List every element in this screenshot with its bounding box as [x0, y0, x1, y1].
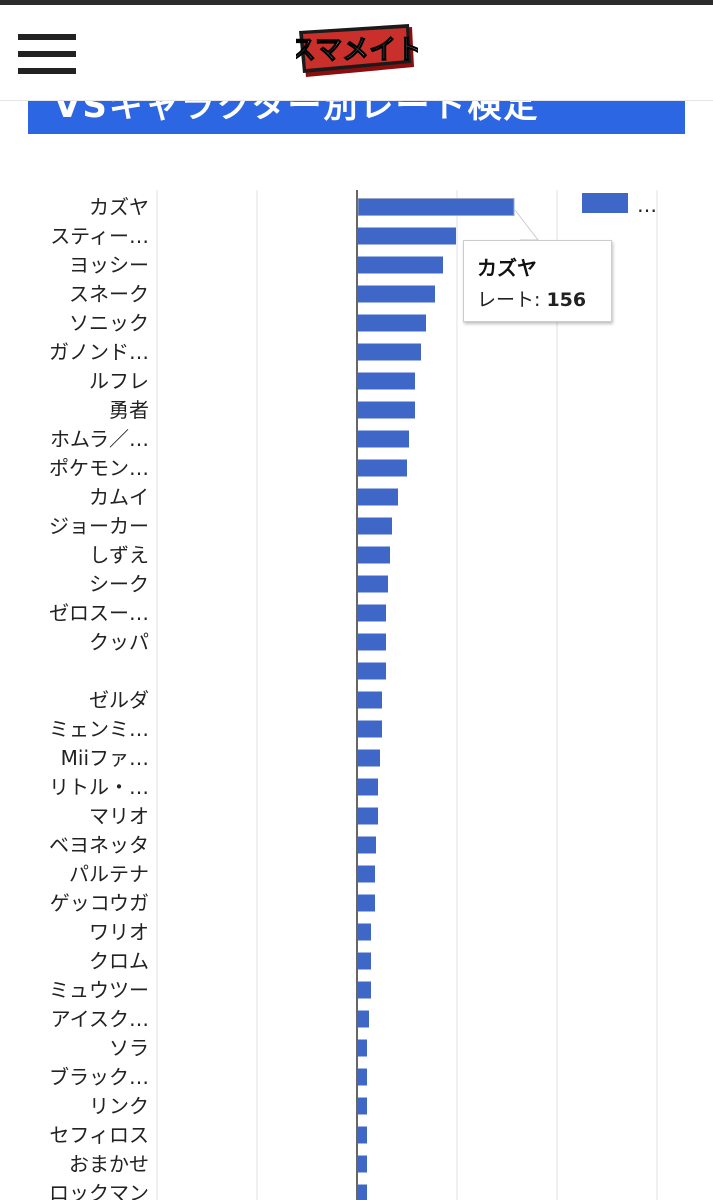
bar-17[interactable]	[358, 691, 382, 709]
bar-22[interactable]	[358, 836, 376, 854]
category-label: スネーク	[69, 282, 149, 306]
chart-grid	[156, 190, 658, 1200]
tooltip-label: レート:	[477, 289, 547, 311]
bar-32[interactable]	[358, 1126, 367, 1144]
bar-15[interactable]	[358, 633, 386, 651]
site-header: スマメイト	[0, 5, 713, 101]
legend-label[interactable]: …	[637, 193, 657, 217]
bar-19[interactable]	[358, 749, 380, 767]
category-label: リトル・…	[49, 775, 149, 799]
category-label: マリオ	[89, 804, 149, 828]
category-label: セフィロス	[49, 1123, 149, 1147]
bar-13[interactable]	[358, 575, 388, 593]
category-label: ミェンミ…	[49, 717, 149, 741]
category-label: ゼルダ	[89, 688, 149, 712]
bar-29[interactable]	[358, 1039, 367, 1057]
section-banner: VSキャラクター別レート検定	[28, 100, 685, 134]
category-label: ゲッコウガ	[50, 891, 149, 915]
category-label: ポケモン…	[49, 456, 149, 480]
bar-1[interactable]	[358, 227, 456, 245]
category-label: ルフレ	[89, 369, 149, 393]
category-label: スティー…	[50, 224, 149, 248]
site-logo[interactable]: スマメイト	[296, 23, 418, 83]
tooltip-title: カズヤ	[477, 256, 537, 280]
category-label: おまかせ	[69, 1152, 149, 1176]
bar-8[interactable]	[358, 430, 409, 448]
bar-tooltip: カズヤ レート: 156	[463, 240, 612, 322]
category-label: ガノンド…	[49, 340, 149, 364]
bar-28[interactable]	[358, 1010, 369, 1028]
hamburger-menu-icon[interactable]	[18, 34, 76, 74]
category-label: クロム	[89, 949, 149, 973]
bar-20[interactable]	[358, 778, 378, 796]
category-label: ゼロスー…	[49, 601, 149, 625]
bar-26[interactable]	[358, 952, 371, 970]
bar-34[interactable]	[358, 1184, 367, 1200]
tooltip-row: レート: 156	[477, 285, 586, 312]
bar-12[interactable]	[358, 546, 390, 564]
bar-30[interactable]	[358, 1068, 367, 1086]
banner-title: VSキャラクター別レート検定	[54, 100, 540, 126]
category-label: ベヨネッタ	[49, 833, 149, 857]
category-label: ヨッシー	[69, 253, 149, 277]
category-label: ジョーカー	[49, 514, 149, 538]
category-label: ブラック…	[49, 1065, 149, 1089]
category-label: パルテナ	[69, 862, 149, 886]
bar-31[interactable]	[358, 1097, 367, 1115]
category-label: 勇者	[109, 398, 149, 422]
category-label: しずえ	[89, 543, 149, 567]
bar-7[interactable]	[358, 401, 415, 419]
bar-10[interactable]	[358, 488, 398, 506]
category-label: ホムラ／…	[50, 427, 149, 451]
bar-2[interactable]	[358, 256, 443, 274]
bar-24[interactable]	[358, 894, 375, 912]
category-label: ソラ	[109, 1036, 149, 1060]
bar-9[interactable]	[358, 459, 407, 477]
category-label: クッパ	[89, 630, 149, 654]
legend-swatch[interactable]	[582, 193, 628, 213]
bar-5[interactable]	[358, 343, 421, 361]
category-label: ミュウツー	[49, 978, 149, 1002]
bar-18[interactable]	[358, 720, 382, 738]
bar-3[interactable]	[358, 285, 435, 303]
chart-bars	[357, 198, 540, 1200]
category-label: シーク	[89, 572, 149, 596]
category-label: ワリオ	[89, 920, 149, 944]
logo-text: スマメイト	[296, 35, 418, 66]
bar-4[interactable]	[358, 314, 426, 332]
bar-11[interactable]	[358, 517, 392, 535]
status-strip	[0, 0, 713, 5]
category-label: リンク	[89, 1094, 149, 1118]
bar-16[interactable]	[358, 662, 386, 680]
category-label: カムイ	[89, 485, 149, 509]
bar-23[interactable]	[358, 865, 375, 883]
bar-6[interactable]	[358, 372, 415, 390]
bar-21[interactable]	[358, 807, 378, 825]
bar-25[interactable]	[358, 923, 371, 941]
bar-27[interactable]	[358, 981, 371, 999]
category-label: カズヤ	[89, 195, 149, 219]
tooltip-pointer	[514, 209, 540, 241]
bar-0[interactable]	[357, 198, 515, 216]
bar-14[interactable]	[358, 604, 386, 622]
category-label: ロックマン	[49, 1181, 149, 1200]
category-label: ソニック	[69, 311, 149, 335]
category-label: アイスク…	[51, 1007, 149, 1031]
bar-33[interactable]	[358, 1155, 367, 1173]
tooltip-value: 156	[546, 289, 587, 311]
category-label: Miiファ…	[61, 746, 149, 770]
